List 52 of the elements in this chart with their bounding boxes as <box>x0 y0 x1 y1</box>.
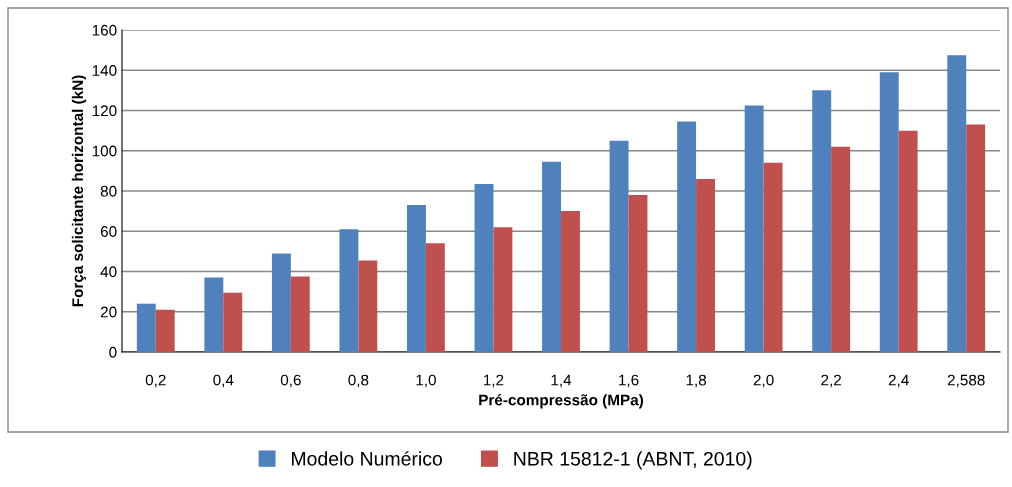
x-tick-label: 1,4 <box>551 374 572 388</box>
bar <box>339 229 359 352</box>
x-tick-label: 0,4 <box>213 374 234 388</box>
bar <box>812 90 832 352</box>
y-tick-label: 20 <box>100 306 117 318</box>
x-tick-label: 2,588 <box>947 374 985 388</box>
bar <box>898 130 918 352</box>
x-tick-label: 1,8 <box>686 374 707 388</box>
x-tick-label: 2,0 <box>753 374 774 388</box>
bar <box>677 121 697 352</box>
x-tick-label: 0,8 <box>348 374 369 388</box>
y-tick-label: 80 <box>100 185 117 197</box>
y-tick-label: 60 <box>100 226 117 237</box>
x-tick-label: 0,6 <box>280 374 301 388</box>
bar <box>358 260 378 352</box>
y-tick-label: 120 <box>92 105 117 117</box>
legend-label: NBR 15812-1 (ABNT, 2010) <box>514 451 752 470</box>
bar <box>542 161 561 352</box>
bar <box>628 195 648 352</box>
x-tick-label: 0,2 <box>145 374 166 388</box>
bar <box>474 183 494 352</box>
bar <box>763 162 783 352</box>
bar <box>425 243 445 352</box>
bar <box>879 72 899 352</box>
bar <box>407 205 426 352</box>
y-tick-label: 100 <box>92 145 117 157</box>
bar <box>609 140 629 352</box>
x-tick-label: 1,6 <box>619 374 639 388</box>
bar <box>204 277 224 352</box>
x-axis-title: Pré-compressão (MPa) <box>479 394 644 409</box>
bar <box>696 178 715 352</box>
bar <box>155 309 175 352</box>
bar <box>223 292 243 352</box>
bar <box>966 124 986 352</box>
y-tick-label: 140 <box>92 65 117 76</box>
bar <box>947 55 967 352</box>
bar <box>831 146 851 352</box>
x-tick-label: 1,2 <box>484 374 504 388</box>
bar <box>744 105 764 352</box>
bar <box>561 211 580 352</box>
legend-label: Modelo Numérico <box>292 451 442 466</box>
y-tick-label: 40 <box>100 266 117 278</box>
y-tick-label: 160 <box>92 24 117 36</box>
bar <box>290 276 310 352</box>
y-tick-label: 0 <box>109 346 117 358</box>
y-axis-title: Força solicitante horizontal (kN) <box>71 75 87 307</box>
x-tick-label: 2,2 <box>821 374 842 388</box>
x-tick-label: 1,0 <box>416 374 436 388</box>
bar <box>271 253 291 352</box>
bar <box>493 227 513 352</box>
bar <box>136 303 156 352</box>
x-tick-label: 2,4 <box>888 374 909 388</box>
